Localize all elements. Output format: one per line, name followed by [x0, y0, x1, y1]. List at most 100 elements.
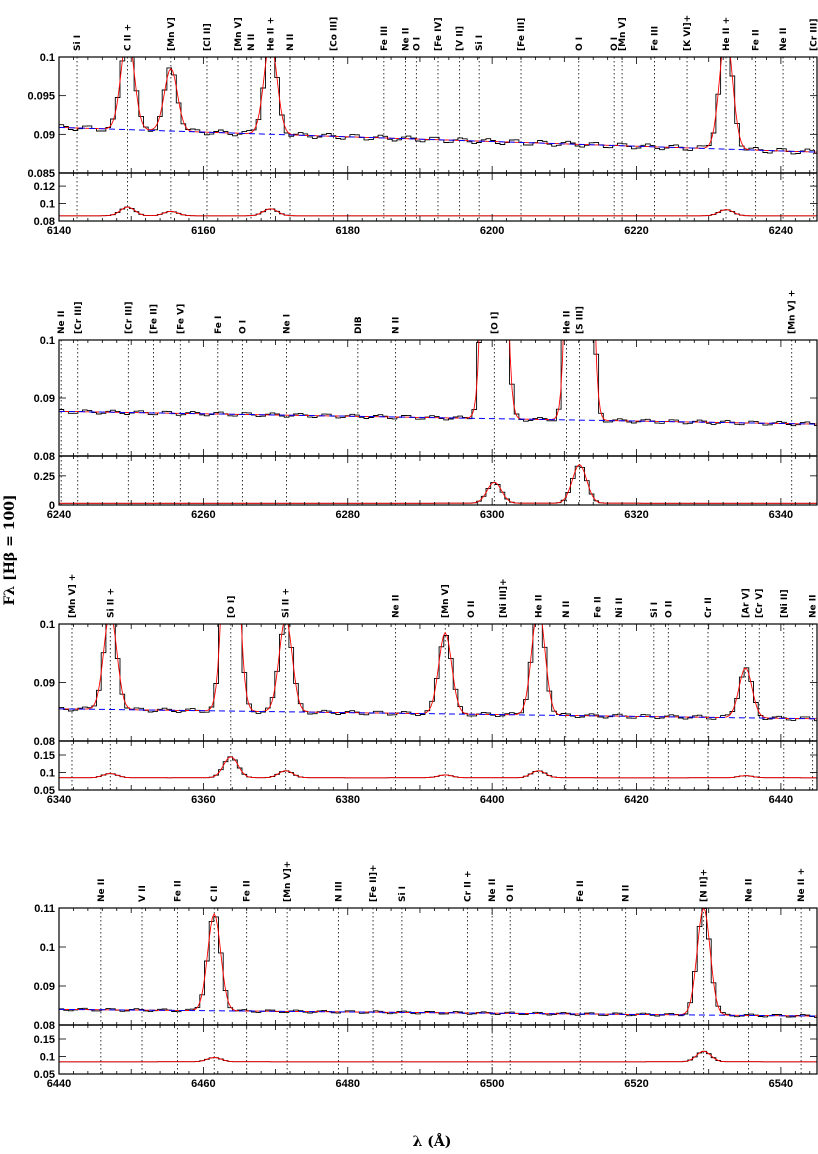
x-tick-label: 6440: [769, 794, 793, 806]
line-label: [V II]: [456, 26, 466, 51]
line-label: Ne I: [282, 314, 292, 334]
line-label: Si II +: [106, 588, 116, 618]
y-tick-label: 0.08: [34, 1020, 55, 1032]
line-label: Ne II: [809, 595, 818, 618]
x-tick-label: 6240: [769, 225, 793, 237]
observed-spectrum-lower: [59, 756, 817, 779]
line-label: [O I]: [490, 312, 500, 334]
line-label: [Cr III]: [124, 302, 134, 334]
y-tick-label: 0.09: [34, 981, 55, 993]
line-label: Fe II: [594, 596, 604, 618]
line-label: [Mn V]+: [283, 861, 293, 902]
model-spectrum-lower: [59, 206, 817, 217]
model-spectrum-lower: [59, 464, 817, 504]
y-tick-label: 0.1: [40, 199, 55, 211]
y-tick-label: 0.08: [34, 216, 55, 228]
y-tick-label: 0.25: [34, 471, 55, 483]
panel-1: Si I C II + [Mn V] [Cl II] [Mn V] N II He II +…: [27, 15, 818, 237]
line-label: [Fe II]: [150, 304, 160, 334]
line-label: [Mn V] +: [788, 290, 798, 334]
continuum-fit: [59, 126, 817, 153]
line-label: [Mn V]: [167, 17, 177, 51]
line-label: [Cr III]: [74, 302, 84, 334]
y-tick-label: 0.15: [34, 1034, 55, 1046]
line-label: [Fe V]: [176, 304, 186, 334]
line-label: O I: [610, 37, 620, 51]
x-tick-label: 6200: [480, 225, 504, 237]
x-tick-label: 6400: [480, 794, 504, 806]
line-label: Si I: [398, 886, 408, 902]
line-label: Cr II: [704, 597, 714, 618]
y-tick-label: 0.12: [34, 181, 55, 193]
line-label: Si II +: [282, 588, 292, 618]
line-label: Fe I: [214, 316, 224, 334]
line-label: O II: [467, 601, 477, 618]
line-label: [Cl II]: [203, 23, 213, 51]
line-label: [Cr V]: [755, 589, 765, 618]
panel-frame: [58, 56, 818, 222]
x-tick-label: 6240: [47, 509, 71, 521]
y-tick-label: 0.11: [34, 903, 55, 915]
model-spectrum-lower: [59, 1050, 817, 1063]
line-label: Ne II: [391, 595, 401, 618]
panel-frame: [58, 623, 818, 791]
line-label: Ne II: [779, 28, 789, 51]
panel-3: [Mn V] + Si II + [O I] Si II + Ne II [Mn V] O …: [34, 574, 818, 806]
y-tick-label: 0.05: [34, 785, 55, 797]
line-label: Ne II +: [797, 868, 807, 902]
x-tick-label: 6140: [47, 225, 71, 237]
line-label: [Fe IV]: [434, 17, 444, 51]
x-tick-label: 6220: [624, 225, 648, 237]
y-tick-label: 0.15: [34, 750, 55, 762]
line-label: [S III]: [575, 306, 585, 334]
continuum-fit: [59, 1008, 817, 1017]
line-label: [Fe II]+: [369, 865, 379, 903]
x-tick-label: 6320: [624, 509, 648, 521]
line-label: [K VI]+: [683, 15, 693, 51]
x-tick-label: 6520: [624, 1078, 648, 1090]
continuum-fit: [59, 708, 817, 720]
panel-2: Ne II [Cr III] [Cr III] [Fe II] [Fe V] Fe I O …: [34, 290, 818, 521]
y-tick-label: 0.095: [27, 91, 55, 103]
line-label: Ne II: [57, 311, 67, 334]
line-label: C II +: [124, 24, 134, 51]
line-label: [Cr III]: [809, 19, 818, 51]
x-tick-label: 6280: [336, 509, 360, 521]
y-tick-label: 0.05: [34, 1069, 55, 1081]
line-label: [Mn V]: [441, 584, 451, 618]
y-tick-label: 0.08: [34, 451, 55, 463]
line-label: C II: [210, 886, 220, 902]
x-tick-label: 6180: [336, 225, 360, 237]
line-label: He II: [562, 311, 572, 334]
line-label: [Ni II]: [780, 589, 790, 618]
y-tick-label: 0.09: [34, 678, 55, 690]
line-label: N III: [334, 881, 344, 902]
line-label: Fe II: [576, 880, 586, 902]
y-tick-label: 0.1: [40, 52, 55, 64]
x-tick-label: 6460: [191, 1078, 215, 1090]
line-label: Si I: [650, 602, 660, 618]
observed-spectrum: [59, 908, 817, 1018]
model-spectrum: [59, 908, 817, 1017]
line-label: [N II]+: [700, 869, 710, 902]
line-label: Ne II: [97, 879, 107, 902]
panel-frame: [58, 907, 818, 1075]
line-label: He II +: [267, 17, 277, 51]
line-label: N II: [391, 317, 401, 334]
line-label: [Mn V]: [618, 17, 628, 51]
line-label: Si I: [73, 35, 83, 51]
line-label: Fe II: [243, 880, 253, 902]
line-label: N II: [286, 34, 296, 51]
line-label: [Co III]: [329, 17, 339, 51]
line-label: [Mn V] +: [68, 574, 78, 618]
x-tick-label: 6340: [47, 794, 71, 806]
line-label: O II: [506, 885, 516, 902]
x-tick-label: 6360: [191, 794, 215, 806]
line-label: [Ar V]: [742, 588, 752, 618]
panel-4: Ne II V II Fe II C II Fe II [Mn V]+ N III [Fe I…: [34, 861, 818, 1090]
x-tick-label: 6500: [480, 1078, 504, 1090]
line-label: N II: [562, 601, 572, 618]
observed-spectrum-lower: [59, 465, 817, 504]
line-label: N II: [622, 885, 632, 902]
x-tick-label: 6300: [480, 509, 504, 521]
